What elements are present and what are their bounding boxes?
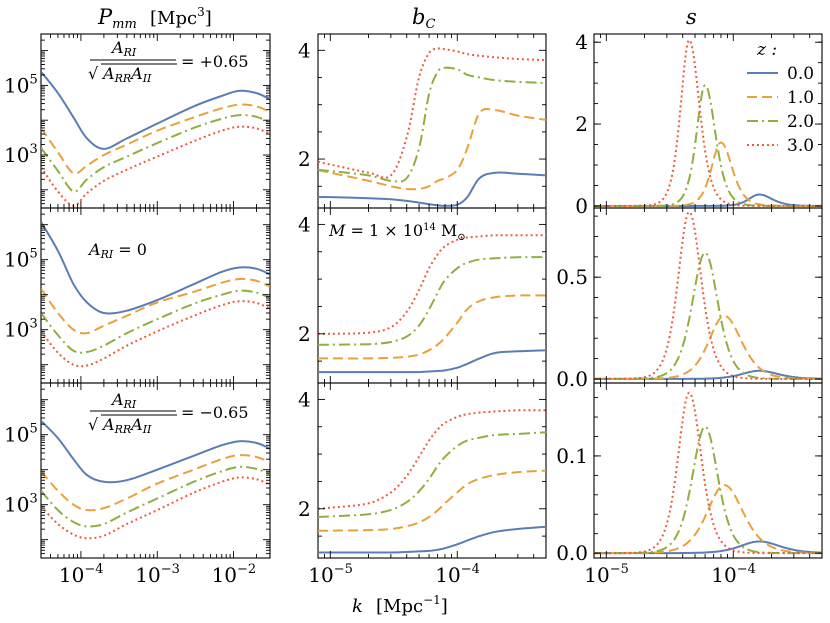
- column-title-bc: bC: [412, 5, 435, 32]
- bc-y-tick-label-3-1: 2: [298, 497, 311, 521]
- svg-text:[Mpc−1]: [Mpc−1]: [376, 593, 448, 617]
- s-row3-z2.0-line: [594, 425, 822, 555]
- pmm-row3-z0.0-line: [41, 420, 270, 484]
- legend-label-3.0: 3.0: [787, 136, 814, 156]
- panel-3-3-frame: [593, 382, 823, 559]
- bc-row1-z2.0-line: [318, 66, 546, 183]
- curves: [41, 39, 822, 555]
- bc-y-tick-label-2-2: 4: [298, 212, 311, 236]
- x-tick-label-1-2: 10−3: [135, 562, 180, 587]
- svg-text:= +0.65: = +0.65: [181, 52, 249, 71]
- pmm-row2-z3.0-line: [41, 300, 270, 368]
- pmm-y-tick-label-1-2: 105: [4, 72, 38, 97]
- x-tick-label-1-3: 10−2: [212, 562, 257, 587]
- panel-1-3-frame: [40, 382, 271, 559]
- pmm-row1-z2.0-line: [41, 114, 270, 193]
- s-row1-z0.0-line: [594, 193, 822, 207]
- bc-row3-z0.0-line: [318, 525, 546, 554]
- s-row1-z1.0-line: [594, 141, 822, 207]
- pmm-row3-z2.0-line: [41, 465, 270, 528]
- s-row3-z3.0-line: [594, 391, 822, 555]
- s-row2-z2.0-line: [594, 251, 822, 380]
- s-y-tick-label-3-1: 0.0: [556, 541, 588, 565]
- x-tick-label-3-2: 10−4: [711, 562, 756, 587]
- x-tick-label-1-1: 10−4: [59, 562, 104, 587]
- bc-row3-z3.0-line: [318, 409, 546, 510]
- pmm-title: Pmm: [97, 5, 137, 32]
- s-y-tick-label-3-2: 0.1: [556, 444, 588, 468]
- bc-row1-z1.0-line: [318, 107, 546, 191]
- pmm-y-tick-label-2-1: 103: [4, 317, 38, 342]
- pmm-row1-z0.0-line: [41, 70, 270, 150]
- svg-text:ARI: ARI: [110, 390, 137, 411]
- x-tick-label-3-1: 10−5: [584, 562, 629, 587]
- bc-y-tick-label-1-2: 4: [298, 38, 311, 62]
- s-y-tick-label-1-2: 2: [575, 112, 588, 136]
- legend-title: z :: [756, 40, 777, 60]
- mass-label: M = 1 × 1014 M⊙: [328, 221, 466, 243]
- bc-row3-z1.0-line: [318, 469, 546, 532]
- bc-row2-z1.0-line: [318, 294, 546, 360]
- bc-y-tick-label-2-1: 2: [298, 322, 311, 346]
- column-title-pmm: Pmm [Mpc3]: [97, 5, 212, 32]
- pmm-row3-z3.0-line: [41, 476, 270, 540]
- pmm-y-tick-label-2-2: 105: [4, 247, 38, 272]
- x-tick-label-2-2: 10−4: [435, 562, 480, 587]
- x-axis-label: k [Mpc−1]: [352, 593, 448, 617]
- pmm-unit: [Mpc3]: [150, 5, 212, 29]
- pmm-y-tick-label-1-1: 103: [4, 142, 38, 167]
- pmm-row2-z2.0-line: [41, 289, 270, 354]
- s-row1-z2.0-line: [594, 84, 822, 207]
- panel-2-3-frame: [317, 382, 547, 559]
- legend-label-0.0: 0.0: [787, 64, 814, 84]
- s-row1-z3.0-line: [594, 39, 822, 207]
- svg-text:k: k: [352, 596, 363, 617]
- legend: z : 0.0 1.0 2.0 3.0: [747, 40, 814, 156]
- panel-3-2-frame: [593, 207, 823, 384]
- s-y-tick-label-1-1: 0: [575, 194, 588, 218]
- bc-row1-z3.0-line: [318, 47, 546, 179]
- s-row2-z3.0-line: [594, 211, 822, 380]
- svg-text:ARRAII: ARRAII: [101, 64, 152, 85]
- pmm-row1-z1.0-line: [41, 103, 270, 175]
- annotation-row1: ARI √ ARRAII = +0.65: [88, 38, 249, 85]
- pmm-row1-z3.0-line: [41, 125, 270, 207]
- pmm-y-tick-label-3-1: 103: [4, 492, 38, 517]
- pmm-row2-z1.0-line: [41, 277, 270, 335]
- bc-row2-z3.0-line: [318, 234, 546, 335]
- svg-text:ARRAII: ARRAII: [101, 415, 152, 436]
- bc-row2-z0.0-line: [318, 349, 546, 374]
- svg-text:√: √: [88, 415, 99, 434]
- s-y-tick-label-1-3: 4: [575, 30, 588, 54]
- panel-frames: [40, 33, 823, 559]
- pmm-y-tick-label-3-2: 105: [4, 422, 38, 447]
- s-y-tick-label-2-2: 0.5: [556, 265, 588, 289]
- svg-text:ARI: ARI: [110, 38, 137, 59]
- svg-text:√: √: [88, 64, 99, 83]
- x-tick-label-2-1: 10−5: [308, 562, 353, 587]
- s-row3-z1.0-line: [594, 484, 822, 555]
- pmm-row3-z1.0-line: [41, 454, 270, 512]
- svg-text:= −0.65: = −0.65: [181, 403, 249, 422]
- panel-2-1-frame: [317, 33, 547, 209]
- bc-row2-z2.0-line: [318, 256, 546, 346]
- annotation-row2: ARI = 0: [87, 240, 147, 261]
- legend-label-2.0: 2.0: [787, 112, 814, 132]
- bc-y-tick-label-1-1: 2: [298, 147, 311, 171]
- panel-1-2-frame: [40, 207, 271, 384]
- pmm-row2-z0.0-line: [41, 221, 270, 315]
- legend-label-1.0: 1.0: [787, 88, 814, 108]
- annotation-row3: ARI √ ARRAII = −0.65: [88, 390, 249, 436]
- s-y-tick-label-2-1: 0.0: [556, 367, 588, 391]
- column-title-s: s: [686, 5, 697, 29]
- bc-row3-z2.0-line: [318, 431, 546, 518]
- bc-y-tick-label-3-2: 4: [298, 387, 311, 411]
- s-row2-z1.0-line: [594, 314, 822, 380]
